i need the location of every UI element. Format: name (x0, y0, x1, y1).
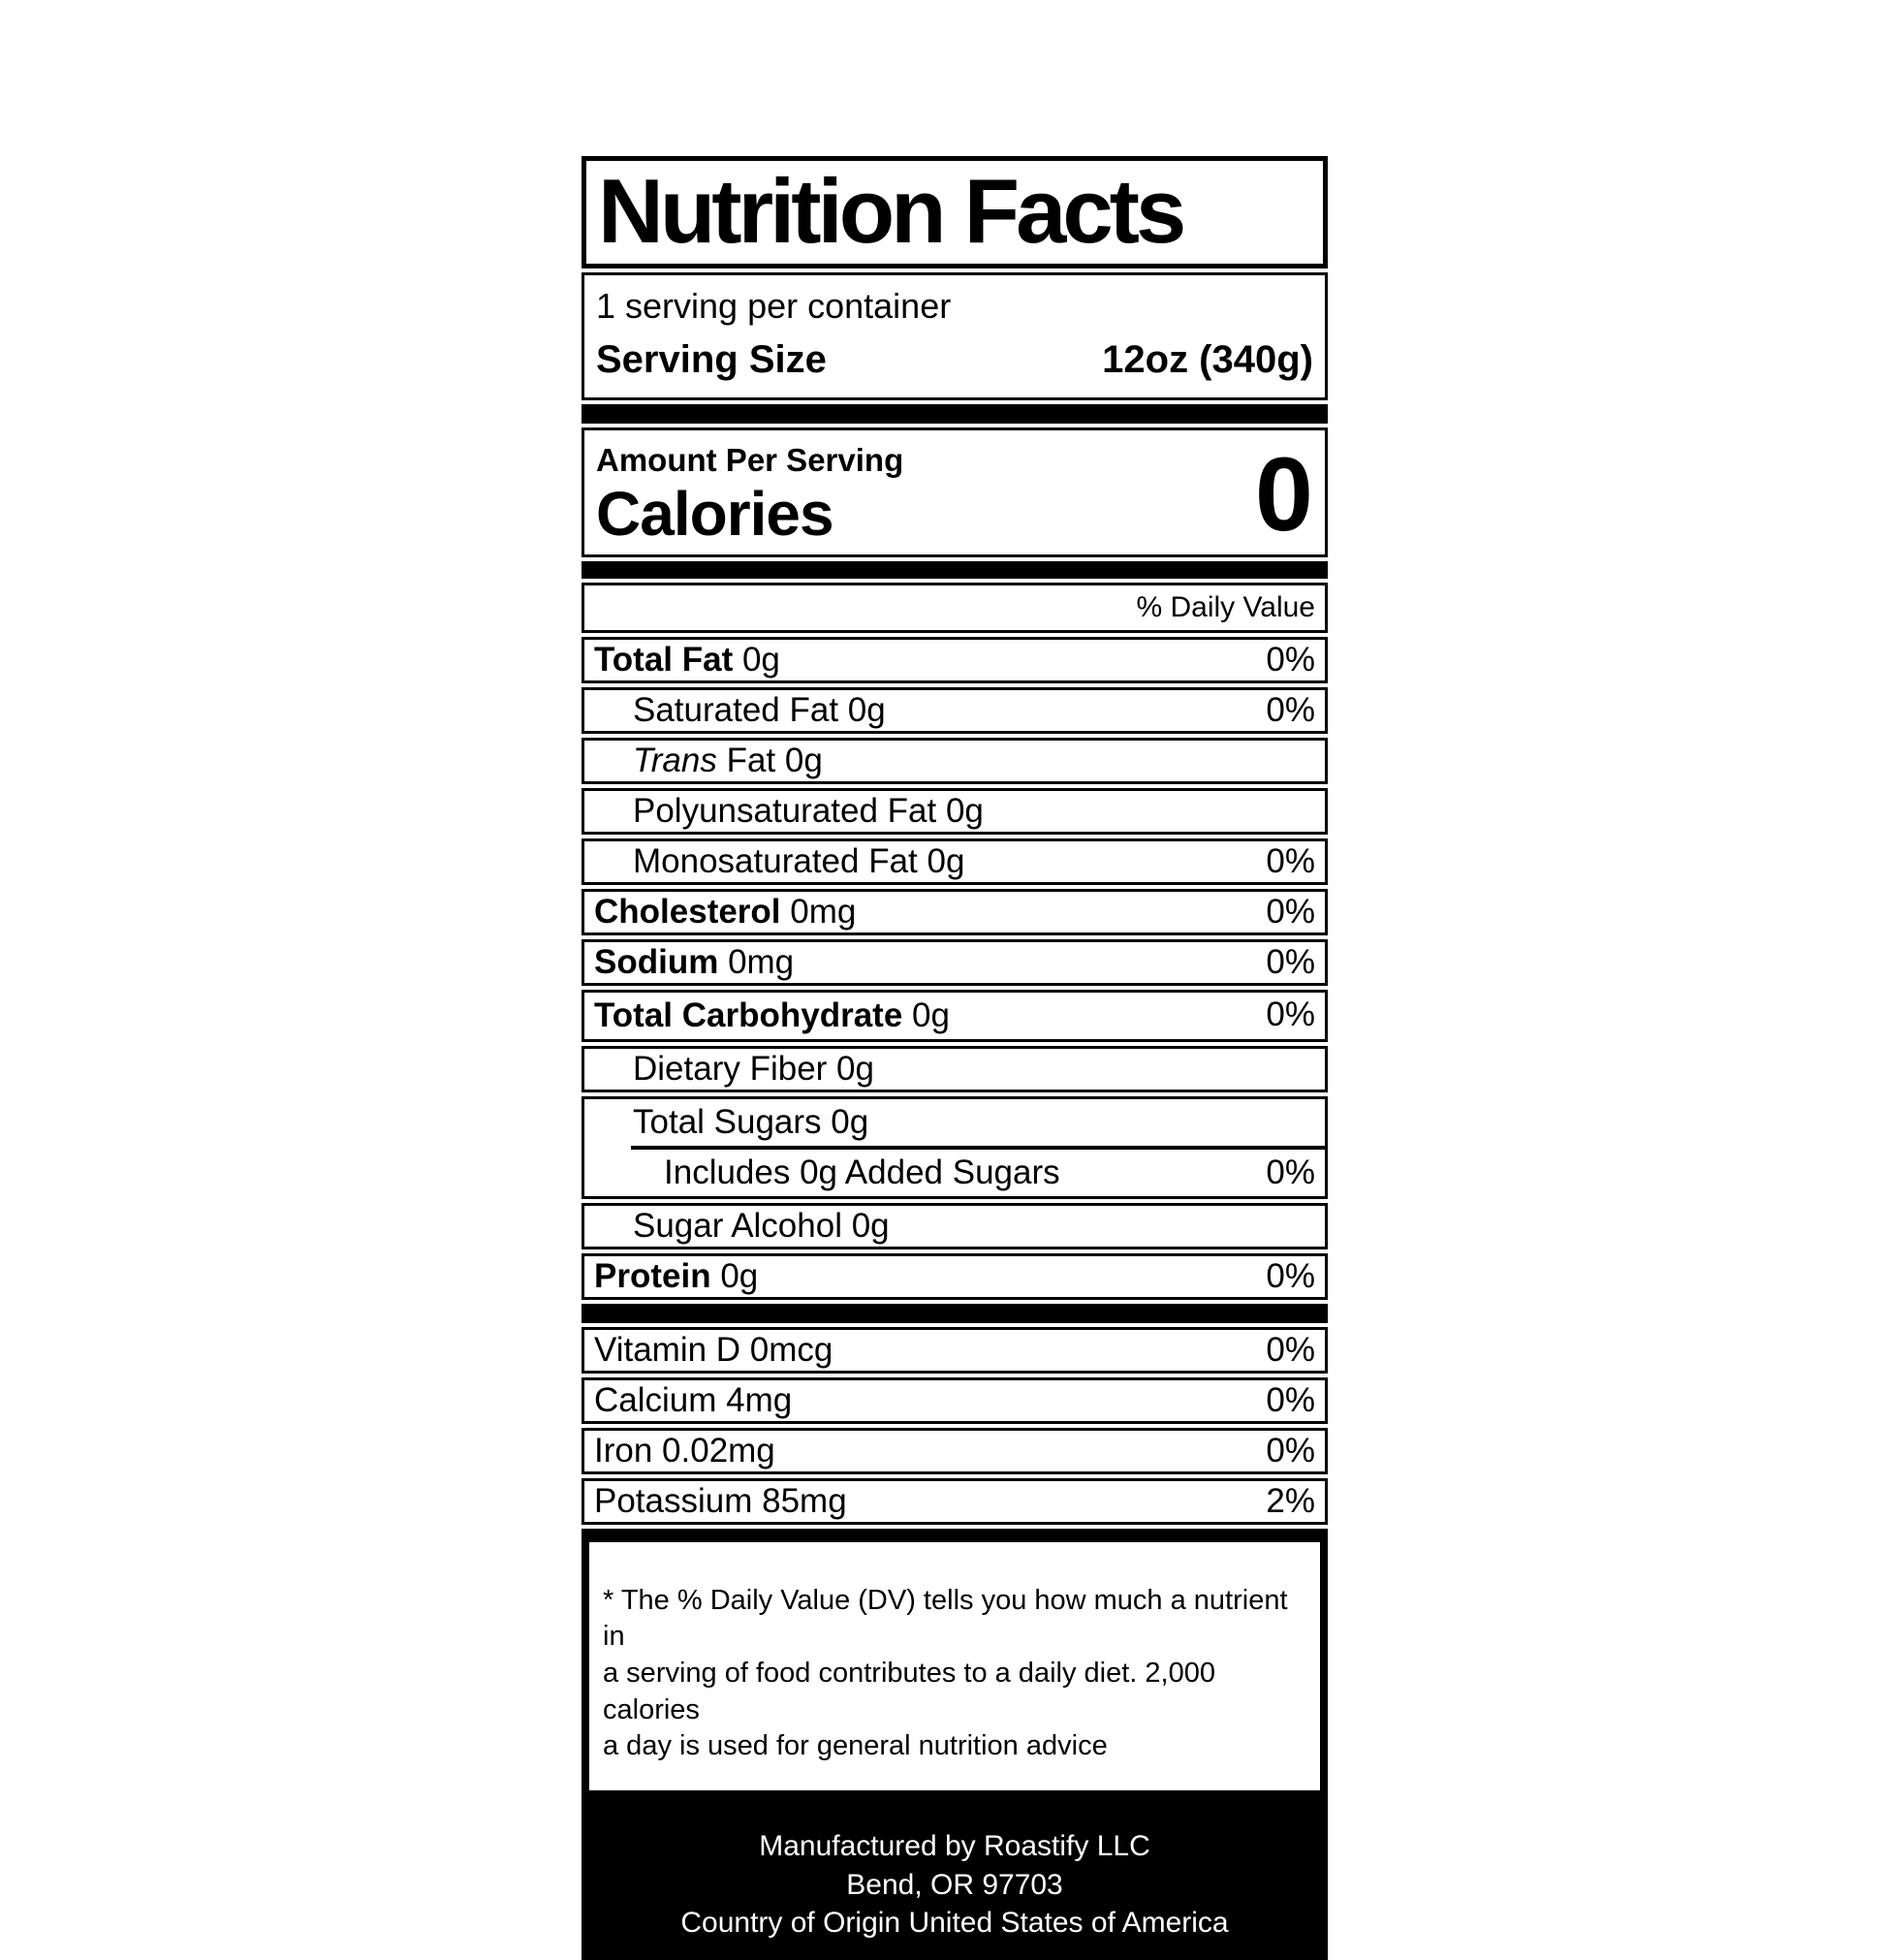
footer-line: Manufactured by Roastify LLC (759, 1830, 1150, 1863)
serving-size-row: Serving Size 12oz (340g) (596, 338, 1313, 382)
nutrient-dv: 0% (1266, 640, 1315, 679)
row-monosaturated-fat: Monosaturated Fat 0g 0% (582, 838, 1328, 885)
manufacturer-footer: Manufactured by Roastify LLC Bend, OR 97… (589, 1790, 1320, 1960)
footnote-line: * The % Daily Value (DV) tells you how m… (603, 1584, 1288, 1653)
nutrient-text: Fat 0g (716, 741, 823, 779)
nutrient-text: Saturated Fat 0g (633, 690, 886, 729)
nutrient-text: Sugar Alcohol 0g (633, 1206, 890, 1245)
serving-info-section: 1 serving per container Serving Size 12o… (582, 271, 1328, 401)
amount-per-serving-label: Amount Per Serving (596, 442, 904, 479)
nutrient-dv: 0% (1266, 942, 1315, 981)
nutrient-text: Total Sugars 0g (633, 1102, 869, 1141)
nutrient-amount: 0mg (790, 892, 857, 931)
row-sugars-group: Total Sugars 0g Includes 0g Added Sugars… (582, 1095, 1328, 1199)
row-vitamin-d: Vitamin D 0mcg 0% (582, 1326, 1328, 1374)
added-sugars-divider (631, 1145, 1325, 1150)
row-saturated-fat: Saturated Fat 0g 0% (582, 686, 1328, 734)
row-calcium: Calcium 4mg 0% (582, 1376, 1328, 1424)
calories-label: Calories (596, 479, 834, 550)
nutrient-dv: 0% (1266, 1380, 1315, 1419)
nutrient-name: Total Fat (594, 640, 734, 679)
nutrient-text: Potassium 85mg (594, 1481, 847, 1520)
calories-value: 0 (1254, 434, 1313, 553)
row-sodium: Sodium 0mg 0% (582, 938, 1328, 986)
nutrient-text: Includes 0g Added Sugars (664, 1153, 1060, 1191)
nutrient-text: Calcium 4mg (594, 1380, 793, 1419)
nutrient-dv: 0% (1266, 995, 1315, 1033)
nutrient-name: Protein (594, 1256, 711, 1295)
nutrient-dv: 0% (1266, 1153, 1315, 1191)
nutrient-text: Monosaturated Fat 0g (633, 841, 965, 880)
nutrient-text: Polyunsaturated Fat 0g (633, 791, 984, 830)
nutrient-amount: 0g (912, 996, 950, 1034)
row-total-fat: Total Fat 0g 0% (582, 636, 1328, 683)
row-potassium: Potassium 85mg 2% (582, 1477, 1328, 1525)
daily-value-footnote: * The % Daily Value (DV) tells you how m… (589, 1541, 1320, 1791)
serving-size-label: Serving Size (596, 338, 827, 382)
nutrient-text: Iron 0.02mg (594, 1431, 775, 1470)
nutrition-facts-label: Nutrition Facts 1 serving per container … (582, 156, 1328, 1960)
calories-left: Amount Per Serving Calories (596, 440, 903, 549)
row-protein: Protein 0g 0% (582, 1252, 1328, 1300)
section-divider-bar (582, 1303, 1328, 1323)
servings-per-container: 1 serving per container (596, 285, 952, 326)
nutrient-dv: 2% (1266, 1481, 1315, 1520)
row-cholesterol: Cholesterol 0mg 0% (582, 888, 1328, 935)
label-title: Nutrition Facts (598, 160, 1186, 262)
nutrient-amount: 0g (741, 640, 780, 679)
nutrient-name: Sodium (594, 942, 719, 981)
nutrient-name: Cholesterol (594, 892, 781, 931)
row-total-sugars: Total Sugars 0g (584, 1099, 1325, 1146)
row-trans-fat: Trans Fat 0g (582, 737, 1328, 784)
footnote-line: a serving of food contributes to a daily… (603, 1658, 1215, 1725)
row-total-carbohydrate: Total Carbohydrate 0g 0% (582, 989, 1328, 1042)
nutrient-text: Vitamin D 0mcg (594, 1330, 833, 1369)
nutrient-dv: 0% (1266, 690, 1315, 729)
nutrient-dv: 0% (1266, 841, 1315, 880)
calories-section: Amount Per Serving Calories 0 (582, 427, 1328, 557)
nutrient-dv: 0% (1266, 1256, 1315, 1295)
nutrient-dv: 0% (1266, 892, 1315, 931)
nutrient-amount: 0mg (728, 942, 795, 981)
row-dietary-fiber: Dietary Fiber 0g (582, 1045, 1328, 1092)
title-section: Nutrition Facts (582, 156, 1328, 269)
daily-value-header: % Daily Value (582, 582, 1328, 633)
row-added-sugars: Includes 0g Added Sugars 0% (584, 1150, 1325, 1196)
row-iron: Iron 0.02mg 0% (582, 1427, 1328, 1474)
footnote-line: a day is used for general nutrition advi… (603, 1730, 1108, 1762)
section-divider-bar (582, 404, 1328, 425)
nutrient-text: Dietary Fiber 0g (633, 1049, 874, 1088)
nutrient-dv: 0% (1266, 1330, 1315, 1369)
bottom-section: * The % Daily Value (DV) tells you how m… (582, 1528, 1328, 1960)
row-sugar-alcohol: Sugar Alcohol 0g (582, 1202, 1328, 1249)
footer-line: Bend, OR 97703 (846, 1868, 1063, 1901)
nutrient-name: Total Carbohydrate (594, 996, 903, 1034)
nutrient-text-italic: Trans (633, 741, 717, 779)
row-polyunsaturated-fat: Polyunsaturated Fat 0g (582, 787, 1328, 835)
nutrient-amount: 0g (720, 1256, 759, 1295)
footer-line: Country of Origin United States of Ameri… (680, 1907, 1229, 1940)
nutrient-dv: 0% (1266, 1431, 1315, 1470)
serving-size-value: 12oz (340g) (1102, 338, 1313, 382)
section-divider-bar (582, 560, 1328, 579)
